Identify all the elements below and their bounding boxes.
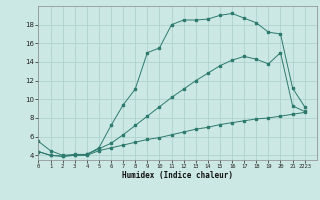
X-axis label: Humidex (Indice chaleur): Humidex (Indice chaleur) bbox=[122, 171, 233, 180]
